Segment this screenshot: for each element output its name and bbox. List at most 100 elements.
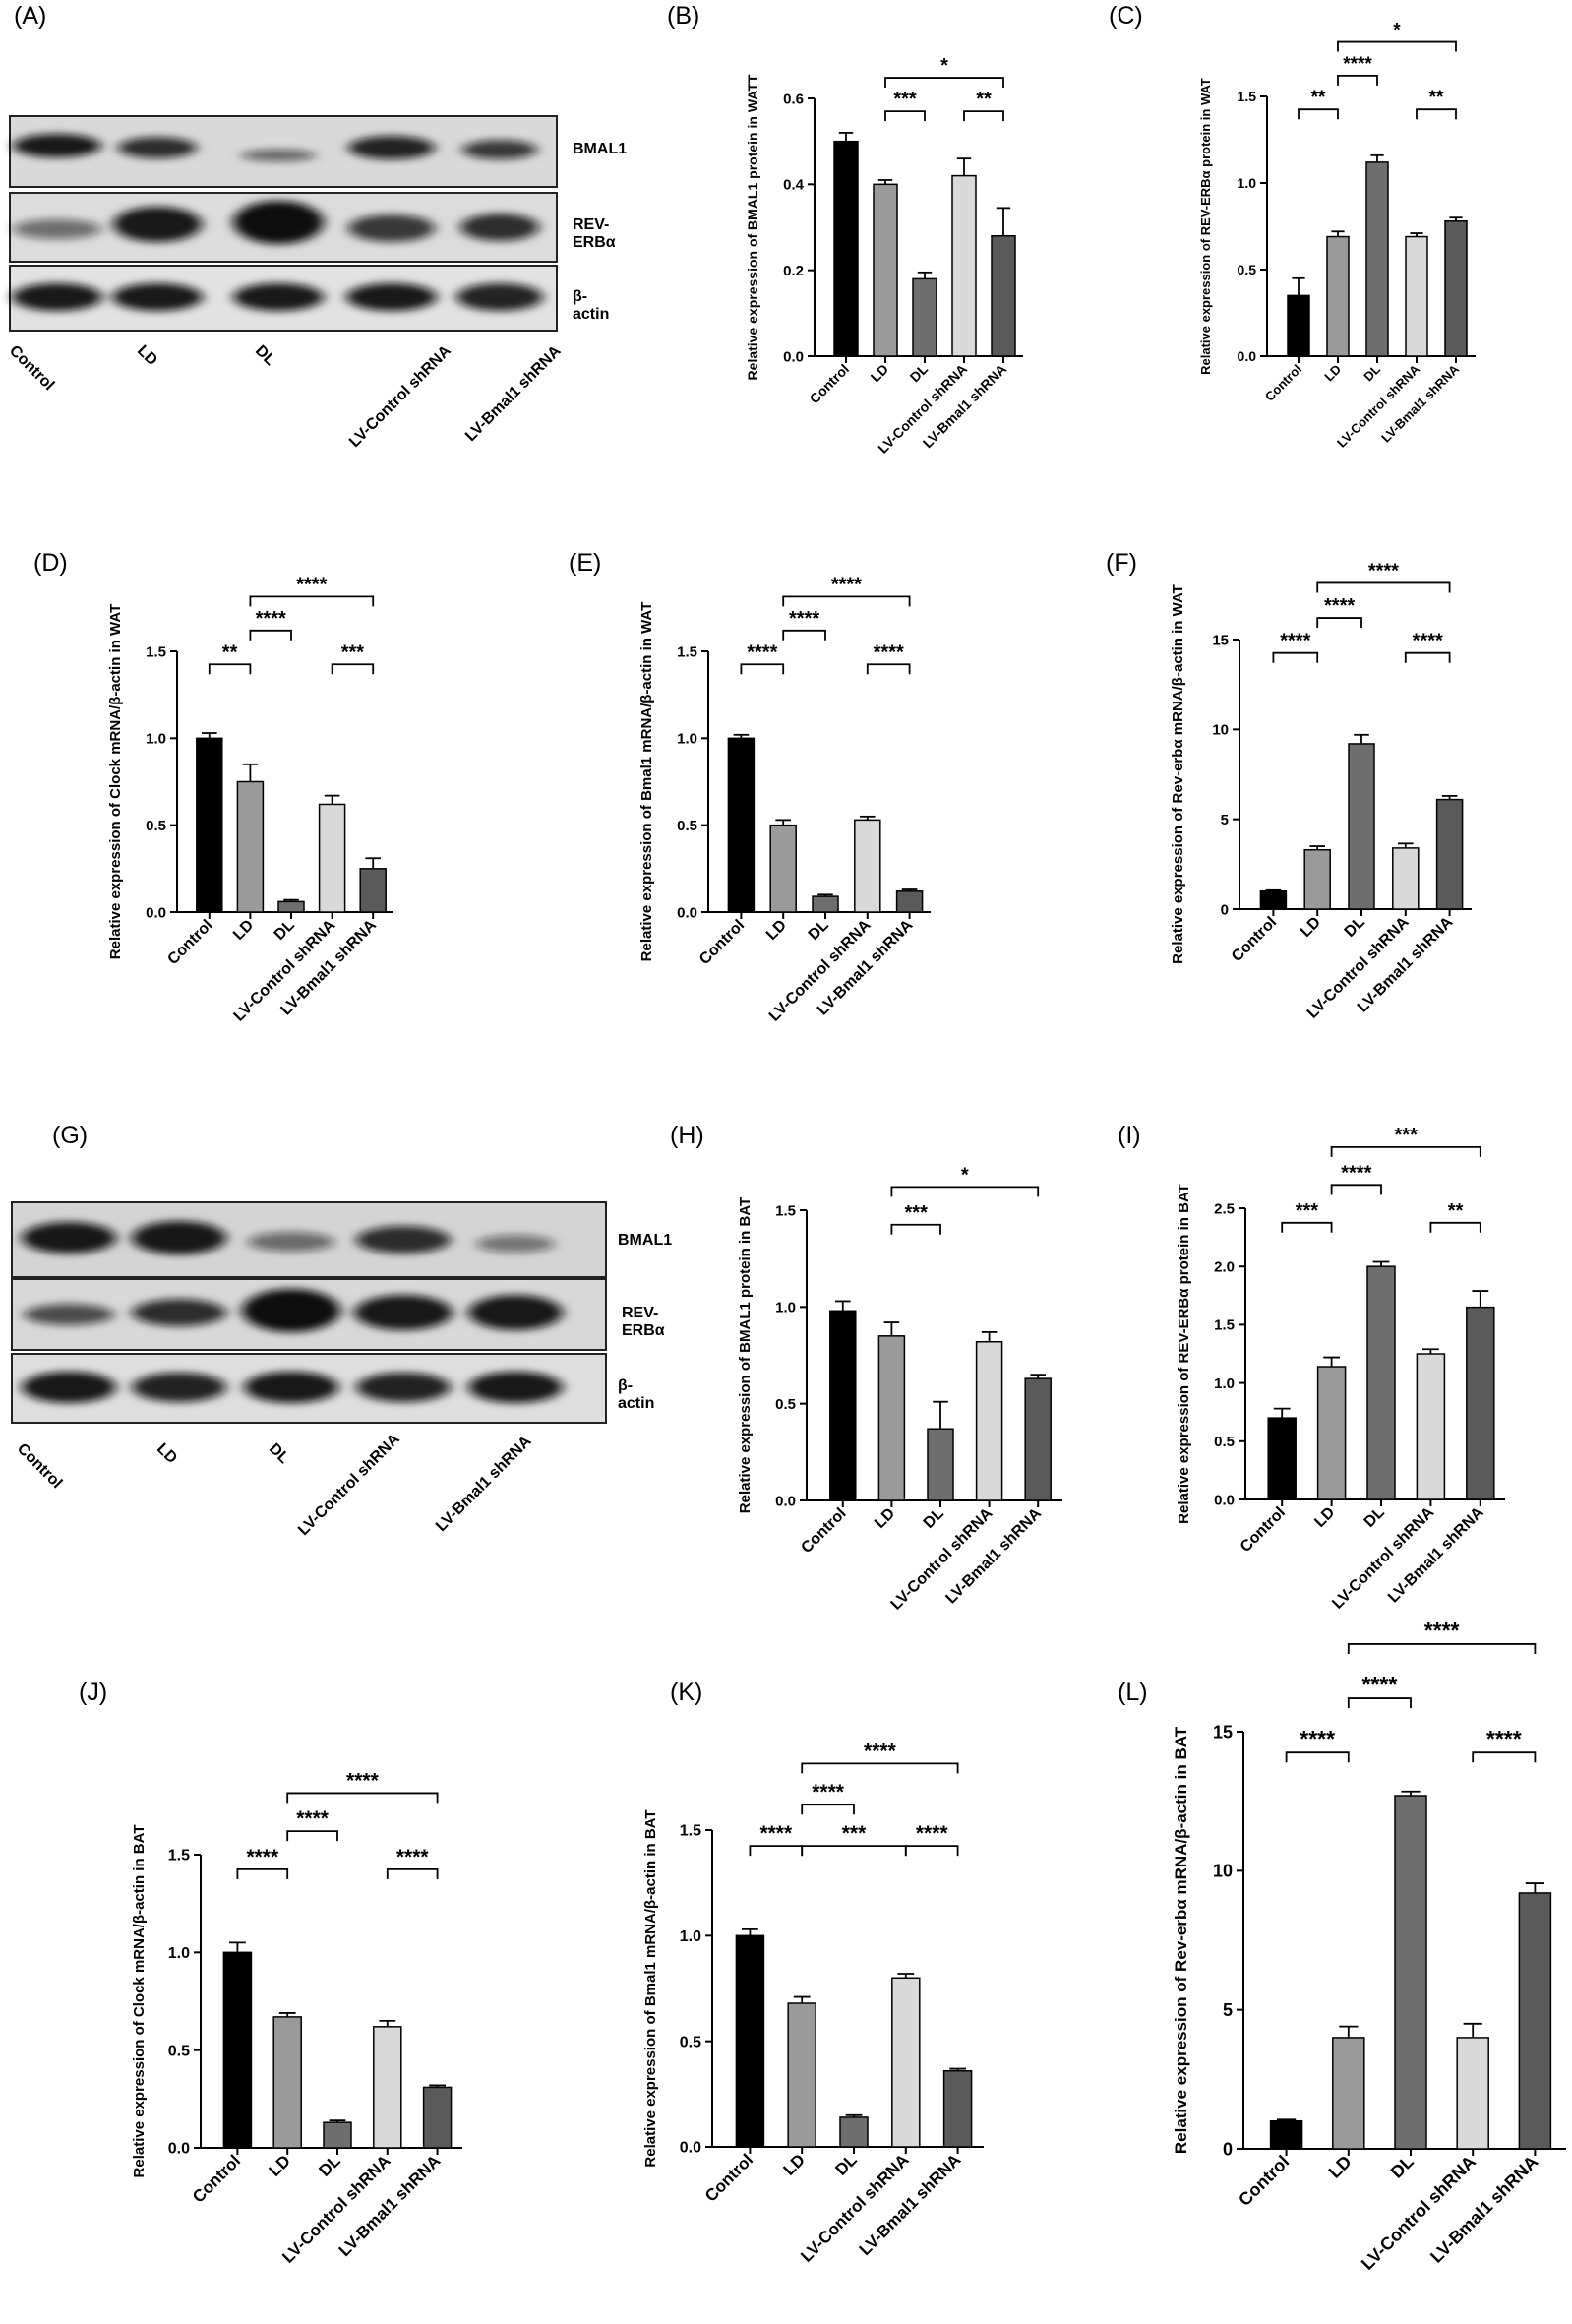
panel-label-d: (D) bbox=[33, 549, 68, 577]
panel-label-a: (A) bbox=[14, 2, 47, 30]
significance-bracket bbox=[286, 1830, 338, 1842]
panel-label-b: (B) bbox=[667, 2, 700, 30]
y-tick-label: 0.5 bbox=[168, 2043, 190, 2059]
y-tick-label: 1.0 bbox=[1214, 1376, 1235, 1392]
bar bbox=[942, 2069, 973, 2148]
chart-b-plot: 0.0 0.2 0.4 0.6 Relative expression of BMAL1… bbox=[745, 55, 1023, 457]
significance-label: **** bbox=[256, 608, 286, 630]
bar bbox=[873, 183, 898, 357]
blot-a-label-reverb: REV-ERBα bbox=[573, 216, 616, 251]
x-tick-label: Control bbox=[807, 361, 853, 407]
blot-a-label-bmal1: BMAL1 bbox=[573, 141, 628, 157]
significance-bracket bbox=[1337, 40, 1457, 52]
y-tick-label: 15 bbox=[1212, 632, 1229, 648]
significance-bracket bbox=[866, 663, 911, 675]
significance-label: **** bbox=[864, 1740, 897, 1762]
x-tick-label: DL bbox=[272, 917, 298, 944]
bar bbox=[1316, 1366, 1347, 1500]
bar bbox=[1518, 1892, 1552, 2150]
chart-j-plot: 0.0 0.5 1.0 1.5 Relative expression of Clock… bbox=[131, 1769, 462, 2267]
bar bbox=[891, 1977, 921, 2148]
chart-c-plot: 0.0 0.5 1.0 1.5 Relative expression of REV-E… bbox=[1198, 21, 1476, 451]
significance-label: ** bbox=[1311, 88, 1326, 108]
x-tick-label: LD bbox=[868, 361, 892, 386]
bar bbox=[735, 1934, 765, 2148]
significance-bracket bbox=[1404, 651, 1451, 663]
significance-label: **** bbox=[747, 642, 777, 663]
significance-bracket bbox=[904, 1845, 959, 1857]
significance-bracket bbox=[890, 1186, 1040, 1197]
y-axis-label: Relative expression of Rev-erbα mRNA/β-a… bbox=[1172, 1726, 1190, 2154]
bar bbox=[912, 277, 937, 357]
x-tick-label: LV-Bmal1 shRNA bbox=[1385, 1503, 1487, 1606]
significance-bracket bbox=[884, 110, 926, 122]
bar bbox=[877, 1335, 906, 1501]
significance-label: **** bbox=[874, 642, 904, 663]
bar bbox=[318, 803, 346, 913]
significance-bracket bbox=[236, 1868, 289, 1879]
significance-label: **** bbox=[296, 574, 327, 595]
y-tick-label: 0.5 bbox=[1214, 1434, 1235, 1450]
x-tick-label: DL bbox=[315, 2151, 343, 2179]
y-tick-label: 1.0 bbox=[146, 731, 166, 748]
y-tick-label: 0.5 bbox=[1238, 262, 1257, 277]
y-tick-label: 1.5 bbox=[1238, 89, 1257, 104]
x-tick-label: Control bbox=[1235, 2152, 1293, 2210]
significance-bracket bbox=[286, 1792, 439, 1804]
y-tick-label: 0.5 bbox=[146, 818, 166, 834]
bar bbox=[1366, 1265, 1396, 1500]
y-tick-label: 0.5 bbox=[680, 2034, 701, 2050]
y-tick-label: 0.0 bbox=[680, 2140, 701, 2157]
y-tick-label: 0 bbox=[1221, 901, 1229, 918]
significance-label: **** bbox=[916, 1822, 949, 1845]
significance-label: **** bbox=[1341, 1162, 1371, 1184]
bar bbox=[236, 780, 265, 913]
panel-label-g: (G) bbox=[52, 1122, 89, 1149]
significance-bracket bbox=[1347, 1697, 1412, 1709]
y-axis-label: Relative expression of Clock mRNA/β-acti… bbox=[107, 604, 124, 959]
significance-label: ** bbox=[1429, 88, 1444, 108]
western-blot-a-image bbox=[9, 115, 558, 332]
bar bbox=[277, 900, 305, 913]
significance-label: **** bbox=[831, 574, 862, 595]
x-tick-label: Control bbox=[1262, 362, 1304, 404]
bar bbox=[1392, 847, 1420, 910]
bar bbox=[839, 2116, 869, 2148]
significance-bracket bbox=[1416, 108, 1457, 120]
y-tick-label: 1.5 bbox=[775, 1202, 796, 1219]
x-tick-label: LV-Bmal1 shRNA bbox=[1426, 2152, 1542, 2267]
y-tick-label: 1.0 bbox=[775, 1300, 796, 1316]
significance-label: * bbox=[940, 55, 948, 77]
y-axis-label: Relative expression of Bmal1 mRNA/β-acti… bbox=[642, 1809, 659, 2167]
significance-bracket bbox=[1285, 1751, 1350, 1763]
y-axis-label: Relative expression of REV-ERBα protein … bbox=[1198, 78, 1213, 375]
bar bbox=[1416, 1353, 1446, 1500]
chart-i-plot: 0.0 0.5 1.0 1.5 2.0 2.5 Relative expression of… bbox=[1176, 1125, 1505, 1613]
significance-bracket bbox=[1316, 581, 1451, 593]
significance-label: **** bbox=[1486, 1726, 1522, 1751]
significance-label: **** bbox=[1280, 631, 1310, 652]
bar bbox=[1365, 161, 1389, 357]
significance-bracket bbox=[249, 629, 292, 641]
panel-label-l: (L) bbox=[1118, 1679, 1148, 1706]
x-tick-label: DL bbox=[907, 360, 932, 385]
significance-bracket bbox=[890, 1223, 941, 1235]
x-tick-label: Control bbox=[1229, 914, 1280, 965]
y-tick-label: 0.2 bbox=[783, 263, 804, 279]
significance-bracket bbox=[386, 1868, 439, 1879]
y-axis-label: Relative expression of Bmal1 mRNA/β-acti… bbox=[638, 602, 655, 962]
significance-bracket bbox=[884, 77, 1004, 89]
significance-bracket bbox=[801, 1804, 855, 1815]
blot-g-label-reverb: REV-ERBα bbox=[622, 1305, 665, 1339]
y-axis-label: Relative expression of Clock mRNA/β-acti… bbox=[131, 1825, 148, 2178]
significance-label: *** bbox=[341, 642, 365, 663]
chart-f-plot: 0 5 10 15 Relative expression of Rev-erbα mR… bbox=[1170, 560, 1472, 1022]
significance-label: **** bbox=[759, 1822, 793, 1845]
significance-label: **** bbox=[1324, 595, 1355, 617]
x-tick-label: DL bbox=[1342, 914, 1368, 941]
y-tick-label: 0.5 bbox=[677, 818, 697, 834]
significance-bracket bbox=[1281, 1221, 1333, 1233]
significance-bracket bbox=[1337, 74, 1378, 86]
significance-bracket bbox=[782, 595, 911, 607]
blot-g-label-actin: β-actin bbox=[618, 1377, 655, 1412]
